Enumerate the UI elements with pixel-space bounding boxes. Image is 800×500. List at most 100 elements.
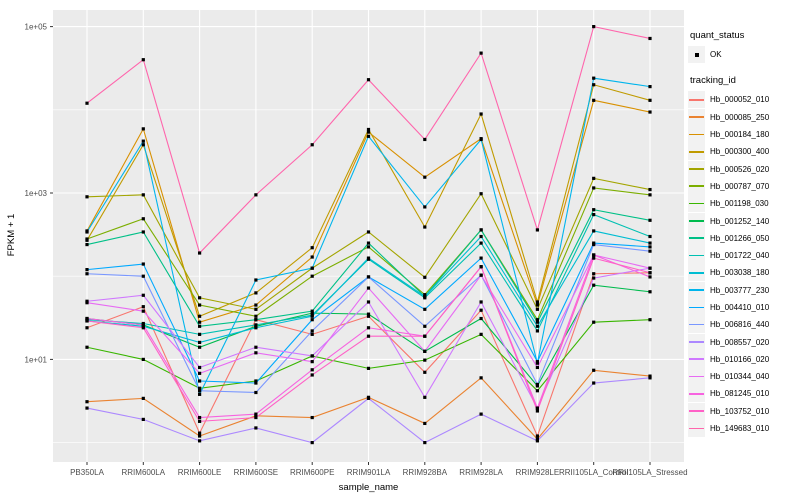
data-point (310, 415, 314, 420)
legend-item-label: Hb_149683_010 (710, 424, 770, 434)
data-point (535, 307, 539, 311)
x-tick-label: RRIM928LE (516, 468, 560, 477)
data-point (198, 296, 202, 300)
data-point (310, 274, 314, 278)
data-point (366, 314, 371, 318)
data-point (141, 58, 145, 62)
data-point (648, 193, 652, 197)
data-point (366, 256, 371, 260)
data-point (198, 251, 202, 255)
data-point (479, 192, 483, 196)
data-point (479, 137, 483, 142)
data-point (366, 312, 371, 316)
legend-key-line (688, 368, 705, 386)
data-point (198, 340, 202, 345)
data-point (479, 265, 483, 269)
data-point (535, 382, 539, 387)
legend-key-line (688, 195, 705, 213)
data-point (423, 205, 427, 209)
x-tick-label: RRII105LA_Stressed (612, 468, 687, 477)
data-point (423, 225, 427, 229)
legend-item: Hb_003038_180 (688, 264, 800, 282)
data-point (648, 275, 652, 279)
data-point (85, 326, 89, 330)
data-point (423, 175, 427, 179)
data-point (592, 272, 596, 276)
data-point (310, 143, 314, 147)
data-point (141, 193, 145, 197)
data-point (85, 195, 89, 199)
data-point (198, 419, 202, 423)
legend-item: Hb_008557_020 (688, 333, 800, 351)
data-point (423, 307, 427, 311)
data-point (648, 110, 652, 114)
data-point (592, 256, 596, 260)
legend-item-label: OK (710, 50, 722, 60)
data-point (254, 414, 258, 418)
data-point (592, 381, 596, 385)
data-point (479, 51, 483, 55)
data-point (310, 311, 314, 315)
y-tick-label: 1e+01 (25, 355, 48, 364)
legend-item: Hb_003777_230 (688, 281, 800, 299)
data-point (592, 25, 596, 29)
data-point (423, 294, 427, 299)
data-point (423, 441, 427, 445)
data-point (648, 245, 652, 249)
legend-item: Hb_010166_020 (688, 350, 800, 368)
data-point (254, 303, 258, 307)
legend-key-line (688, 212, 705, 230)
data-point (254, 415, 258, 420)
x-tick-label: PB350LA (70, 468, 104, 477)
data-point (423, 370, 427, 374)
legend-item: Hb_000787_070 (688, 177, 800, 195)
legend-item-label: Hb_000085_250 (710, 112, 770, 122)
data-point (423, 349, 427, 353)
legend-item-label: Hb_004410_010 (710, 303, 770, 312)
legend-item-label: Hb_000052_010 (710, 95, 770, 105)
data-point (198, 332, 202, 336)
data-point (254, 381, 258, 385)
legend-item-label: Hb_081245_010 (710, 389, 770, 399)
data-point (423, 334, 427, 338)
legend-key-line (688, 385, 705, 403)
data-point (535, 329, 539, 333)
data-point (648, 271, 652, 275)
x-tick-label: RRIM928LA (459, 468, 503, 477)
data-point (310, 318, 314, 322)
y-tick-label: 1e+03 (25, 189, 48, 198)
data-point (310, 354, 314, 358)
data-point (254, 351, 258, 355)
legend-item: Hb_103752_010 (688, 402, 800, 420)
data-point (198, 392, 202, 396)
data-point (198, 386, 202, 390)
legend-key-line (688, 350, 705, 368)
data-point (310, 314, 314, 318)
data-point (423, 395, 427, 399)
data-point (254, 291, 258, 295)
data-point (592, 83, 596, 87)
x-axis-title: sample_name (338, 482, 399, 493)
data-point (648, 36, 652, 41)
data-point (198, 320, 202, 324)
data-point (366, 366, 371, 370)
data-point (254, 307, 258, 311)
data-point (366, 300, 371, 304)
x-tick-label: RRII105LA_Control (559, 468, 629, 477)
data-point (592, 98, 596, 102)
legend-item: Hb_001252_140 (688, 212, 800, 230)
data-point (85, 242, 89, 247)
legend-key-line (688, 91, 705, 109)
data-point (198, 415, 202, 420)
data-point (592, 213, 596, 217)
data-point (648, 376, 652, 380)
data-point (479, 112, 483, 116)
data-point (198, 314, 202, 318)
data-point (535, 228, 539, 232)
legend-item-label: Hb_000184_180 (710, 130, 770, 140)
x-tick-label: RRIM600PE (290, 468, 334, 477)
data-point (592, 320, 596, 324)
series-color-swatch (689, 323, 704, 326)
data-point (535, 300, 539, 304)
